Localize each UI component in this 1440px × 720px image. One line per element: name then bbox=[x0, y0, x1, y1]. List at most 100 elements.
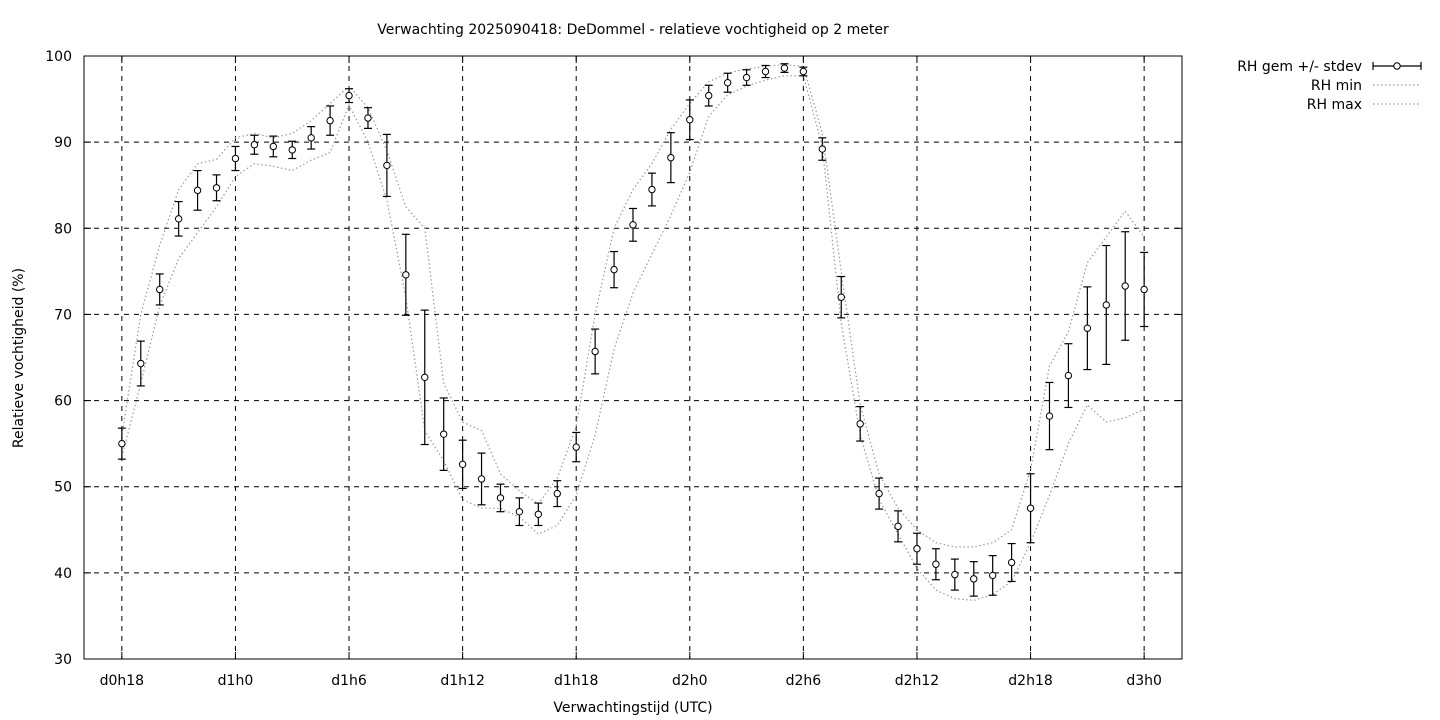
mean-marker bbox=[894, 522, 902, 531]
data-point bbox=[420, 309, 429, 446]
data-point bbox=[458, 439, 467, 490]
data-point bbox=[439, 397, 448, 471]
x-tick-label: d1h6 bbox=[331, 673, 367, 689]
mean-marker bbox=[345, 91, 353, 100]
mean-marker bbox=[799, 67, 808, 76]
chart-title: Verwachting 2025090418: DeDommel - relat… bbox=[377, 22, 889, 38]
data-point bbox=[799, 66, 808, 77]
data-point bbox=[477, 452, 486, 506]
y-axis-label: Relatieve vochtigheid (%) bbox=[11, 268, 27, 448]
mean-marker bbox=[856, 420, 864, 428]
mean-marker bbox=[1102, 301, 1110, 309]
data-point bbox=[742, 69, 751, 86]
mean-marker bbox=[1121, 282, 1129, 290]
y-tick-label: 50 bbox=[54, 480, 72, 496]
data-point bbox=[1140, 251, 1149, 328]
data-point bbox=[155, 273, 164, 306]
y-axis-ticks: 30 40 50 60 70 80 90 100 bbox=[45, 49, 1182, 668]
data-point bbox=[875, 477, 884, 510]
data-point bbox=[1026, 473, 1035, 544]
mean-marker bbox=[288, 146, 296, 154]
data-point bbox=[912, 532, 921, 565]
mean-marker bbox=[723, 79, 732, 87]
data-point bbox=[1064, 343, 1073, 409]
data-point bbox=[288, 140, 297, 160]
x-tick-label: d1h12 bbox=[440, 673, 484, 689]
mean-marker bbox=[875, 489, 883, 498]
data-point bbox=[250, 134, 259, 155]
mean-marker bbox=[705, 91, 713, 100]
mean-marker bbox=[686, 116, 694, 124]
mean-marker bbox=[118, 439, 126, 448]
y-tick-label: 30 bbox=[54, 652, 72, 668]
data-point bbox=[1007, 542, 1016, 583]
mean-marker bbox=[1064, 371, 1073, 380]
rh-max-series bbox=[121, 63, 1145, 548]
mean-marker bbox=[364, 114, 372, 122]
data-point bbox=[610, 250, 619, 289]
data-point bbox=[1121, 231, 1130, 341]
legend: RH gem +/- stdev RH min RH max bbox=[1237, 59, 1422, 113]
data-point bbox=[572, 431, 581, 463]
data-point bbox=[363, 107, 372, 129]
mean-marker bbox=[250, 141, 259, 149]
rh-min-series bbox=[121, 75, 1145, 602]
mean-marker bbox=[193, 186, 202, 195]
mean-marker bbox=[932, 560, 940, 568]
data-point bbox=[591, 328, 600, 375]
mean-marker bbox=[477, 475, 486, 483]
data-point bbox=[988, 555, 997, 596]
data-point bbox=[685, 99, 694, 141]
x-tick-label: d2h18 bbox=[1008, 673, 1052, 689]
mean-marker bbox=[156, 285, 164, 294]
mean-marker bbox=[572, 443, 580, 451]
mean-marker bbox=[818, 145, 827, 153]
data-point bbox=[534, 502, 543, 527]
data-point bbox=[761, 64, 770, 79]
rh-mean-errorbars bbox=[117, 63, 1149, 597]
mean-marker bbox=[988, 571, 997, 580]
legend-marker bbox=[1393, 62, 1401, 70]
mean-marker bbox=[970, 575, 978, 583]
data-point bbox=[666, 132, 675, 184]
data-point bbox=[269, 135, 278, 158]
mean-marker bbox=[553, 489, 561, 498]
x-tick-label: d2h12 bbox=[895, 673, 939, 689]
data-point bbox=[231, 145, 240, 172]
data-point bbox=[629, 207, 637, 242]
mean-marker bbox=[534, 510, 543, 518]
x-axis-label: Verwachtingstijd (UTC) bbox=[553, 700, 712, 716]
x-tick-label: d1h0 bbox=[218, 673, 254, 689]
y-tick-label: 60 bbox=[54, 394, 72, 410]
mean-marker bbox=[591, 347, 599, 356]
mean-marker bbox=[610, 265, 618, 274]
mean-marker bbox=[667, 153, 675, 162]
mean-marker bbox=[780, 64, 789, 72]
data-point bbox=[174, 200, 183, 237]
data-point bbox=[307, 126, 316, 150]
mean-marker bbox=[383, 161, 391, 170]
legend-label: RH gem +/- stdev bbox=[1237, 59, 1362, 75]
mean-marker bbox=[326, 116, 334, 125]
mean-marker bbox=[761, 67, 770, 76]
mean-marker bbox=[439, 430, 448, 438]
rh-min-line bbox=[121, 75, 1145, 602]
x-tick-label: d2h0 bbox=[672, 673, 708, 689]
data-point bbox=[950, 558, 959, 591]
mean-marker bbox=[137, 359, 145, 368]
data-point bbox=[1102, 244, 1111, 365]
x-tick-label: d1h18 bbox=[554, 673, 598, 689]
mean-marker bbox=[174, 215, 183, 223]
y-tick-label: 40 bbox=[54, 566, 72, 582]
y-tick-label: 90 bbox=[54, 135, 72, 151]
data-point bbox=[856, 406, 865, 442]
data-point bbox=[345, 88, 354, 104]
mean-marker bbox=[1083, 324, 1092, 332]
rh-max-line bbox=[121, 63, 1145, 548]
mean-marker bbox=[629, 221, 637, 229]
mean-marker bbox=[307, 134, 315, 142]
mean-marker bbox=[742, 73, 751, 82]
legend-label: RH min bbox=[1311, 78, 1362, 94]
legend-label: RH max bbox=[1307, 97, 1362, 113]
mean-marker bbox=[1026, 504, 1035, 512]
